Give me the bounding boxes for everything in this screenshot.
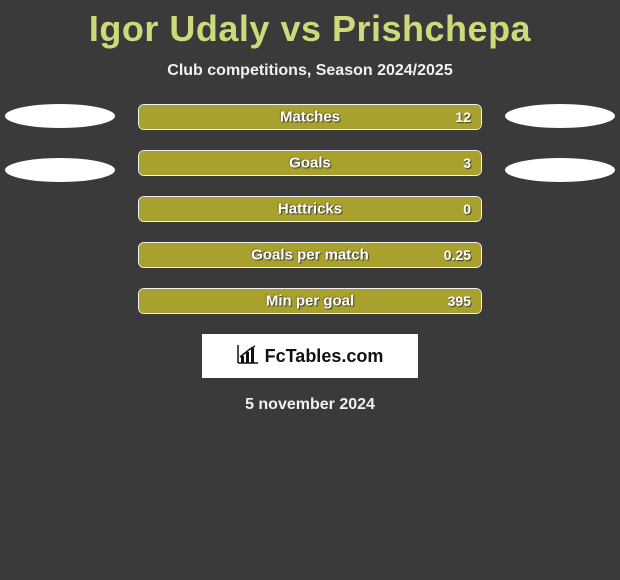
stat-value-right: 12 (455, 109, 471, 125)
stat-bar: Goals per match 0.25 (138, 242, 482, 268)
stat-value-right: 395 (448, 293, 471, 309)
bar-chart-icon (237, 344, 259, 369)
left-player-markers (0, 104, 120, 182)
stat-label: Hattricks (278, 201, 342, 218)
stat-bar: Goals 3 (138, 150, 482, 176)
player-marker-ellipse (505, 158, 615, 182)
stat-label: Goals (289, 155, 331, 172)
stats-area: Matches 12 Goals 3 Hattricks 0 Goals per match… (0, 104, 620, 314)
stat-label: Min per goal (266, 293, 354, 310)
logo-text: FcTables.com (265, 346, 384, 367)
stat-label: Goals per match (251, 247, 369, 264)
stat-bar: Min per goal 395 (138, 288, 482, 314)
fctables-logo[interactable]: FcTables.com (202, 334, 418, 378)
page-subtitle: Club competitions, Season 2024/2025 (167, 62, 452, 80)
stat-value-right: 0.25 (444, 247, 471, 263)
player-marker-ellipse (505, 104, 615, 128)
right-player-markers (500, 104, 620, 182)
comparison-widget: Igor Udaly vs Prishchepa Club competitio… (0, 0, 620, 414)
date-line: 5 november 2024 (245, 396, 375, 414)
stat-bar: Matches 12 (138, 104, 482, 130)
page-title: Igor Udaly vs Prishchepa (89, 8, 531, 50)
stat-value-right: 3 (463, 155, 471, 171)
player-marker-ellipse (5, 104, 115, 128)
stat-value-right: 0 (463, 201, 471, 217)
comparison-bars: Matches 12 Goals 3 Hattricks 0 Goals per match… (138, 104, 482, 314)
stat-bar: Hattricks 0 (138, 196, 482, 222)
player-marker-ellipse (5, 158, 115, 182)
stat-label: Matches (280, 109, 340, 126)
